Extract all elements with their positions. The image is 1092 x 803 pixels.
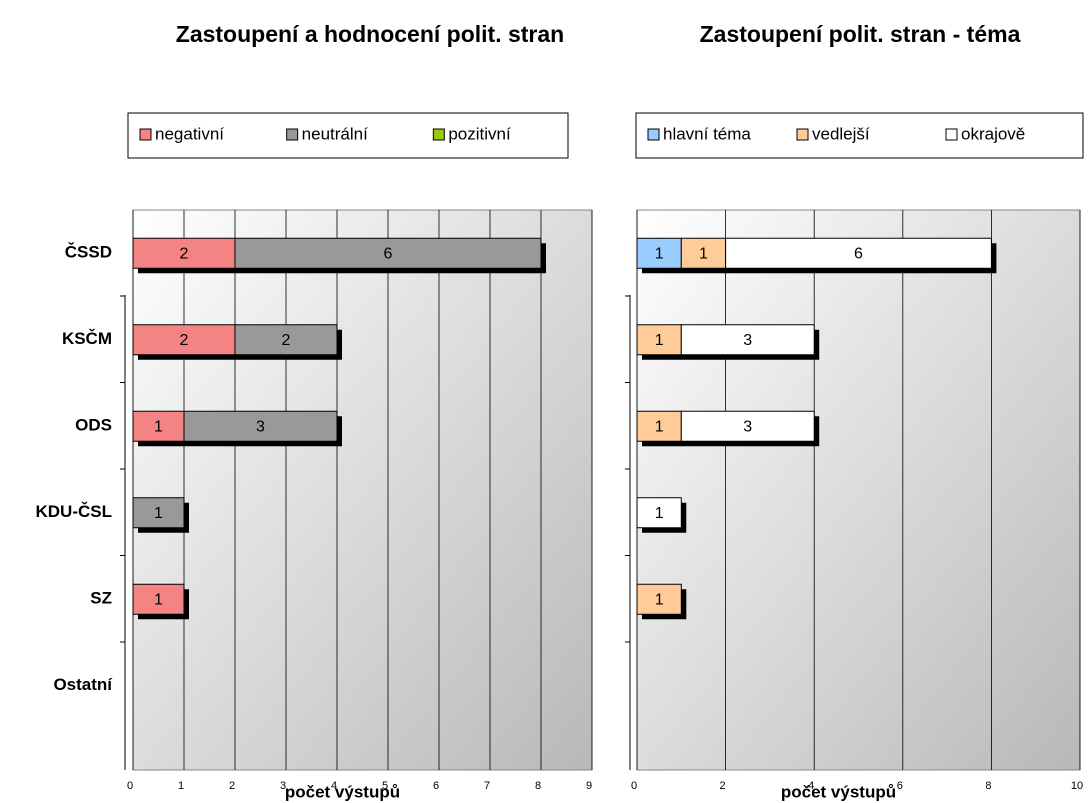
legend — [635, 112, 1084, 159]
bar — [234, 324, 338, 356]
y-tick-label: KDU-ČSL — [36, 502, 113, 521]
bar — [132, 497, 185, 529]
chart-title: Zastoupení a hodnocení polit. stran — [175, 21, 565, 47]
x-tick-label: 2 — [720, 780, 726, 792]
legend-swatch — [432, 128, 445, 141]
x-axis-label: počet výstupů — [285, 782, 400, 801]
bar — [636, 324, 682, 356]
legend-swatch — [945, 128, 958, 141]
legend-label: negativní — [155, 124, 224, 143]
bar — [132, 237, 236, 269]
y-tick-label: KSČM — [62, 329, 112, 348]
legend-swatch — [286, 128, 299, 141]
bar — [680, 237, 727, 269]
x-axis-label: počet výstupů — [781, 782, 896, 801]
legend-label: vedlejší — [812, 124, 870, 143]
bar — [680, 324, 815, 356]
legend-swatch — [647, 128, 660, 141]
legend-label: okrajově — [961, 124, 1025, 143]
bar — [636, 497, 682, 529]
value-label: 6 — [854, 245, 863, 262]
legend — [127, 112, 569, 159]
y-tick-label: ČSSD — [65, 243, 112, 262]
bar — [680, 410, 815, 442]
x-tick-label: 0 — [127, 780, 133, 792]
value-label: 3 — [256, 418, 265, 435]
plot-area — [636, 209, 1081, 771]
legend-swatch — [139, 128, 152, 141]
value-label: 1 — [699, 245, 708, 262]
y-tick-label: ODS — [75, 416, 112, 435]
bar — [132, 324, 236, 356]
bar — [234, 237, 542, 269]
x-tick-label: 6 — [433, 780, 439, 792]
value-label: 3 — [743, 418, 752, 435]
x-tick-label: 2 — [229, 780, 235, 792]
x-tick-label: 8 — [535, 780, 541, 792]
x-tick-label: 10 — [1071, 780, 1083, 792]
value-label: 1 — [655, 245, 664, 262]
x-tick-label: 5 — [382, 780, 388, 792]
value-label: 2 — [282, 332, 291, 349]
y-tick-label: SZ — [90, 589, 112, 608]
x-tick-label: 0 — [631, 780, 637, 792]
bar — [132, 583, 185, 615]
value-label: 2 — [180, 245, 189, 262]
bar — [183, 410, 338, 442]
value-label: 1 — [154, 505, 163, 522]
x-tick-label: 7 — [484, 780, 490, 792]
legend-label: hlavní téma — [663, 124, 751, 143]
value-label: 1 — [655, 332, 664, 349]
plot-area — [132, 209, 593, 771]
value-label: 1 — [655, 418, 664, 435]
value-label: 1 — [154, 591, 163, 608]
x-tick-label: 4 — [331, 780, 337, 792]
value-label: 2 — [180, 332, 189, 349]
value-label: 1 — [154, 418, 163, 435]
legend-label: pozitivní — [448, 124, 511, 143]
x-tick-label: 3 — [280, 780, 286, 792]
y-tick-label: Ostatní — [53, 675, 113, 694]
bar — [725, 237, 992, 269]
value-label: 6 — [384, 245, 393, 262]
legend-label: neutrální — [302, 124, 368, 143]
bar — [636, 410, 682, 442]
x-tick-label: 4 — [808, 780, 814, 792]
chart-title: Zastoupení polit. stran - téma — [699, 21, 1021, 47]
x-tick-label: 8 — [985, 780, 991, 792]
x-tick-label: 6 — [897, 780, 903, 792]
x-tick-label: 1 — [178, 780, 184, 792]
bar — [636, 583, 682, 615]
legend-swatch — [796, 128, 809, 141]
value-label: 1 — [655, 505, 664, 522]
x-tick-label: 9 — [586, 780, 592, 792]
value-label: 3 — [743, 332, 752, 349]
value-label: 1 — [655, 591, 664, 608]
